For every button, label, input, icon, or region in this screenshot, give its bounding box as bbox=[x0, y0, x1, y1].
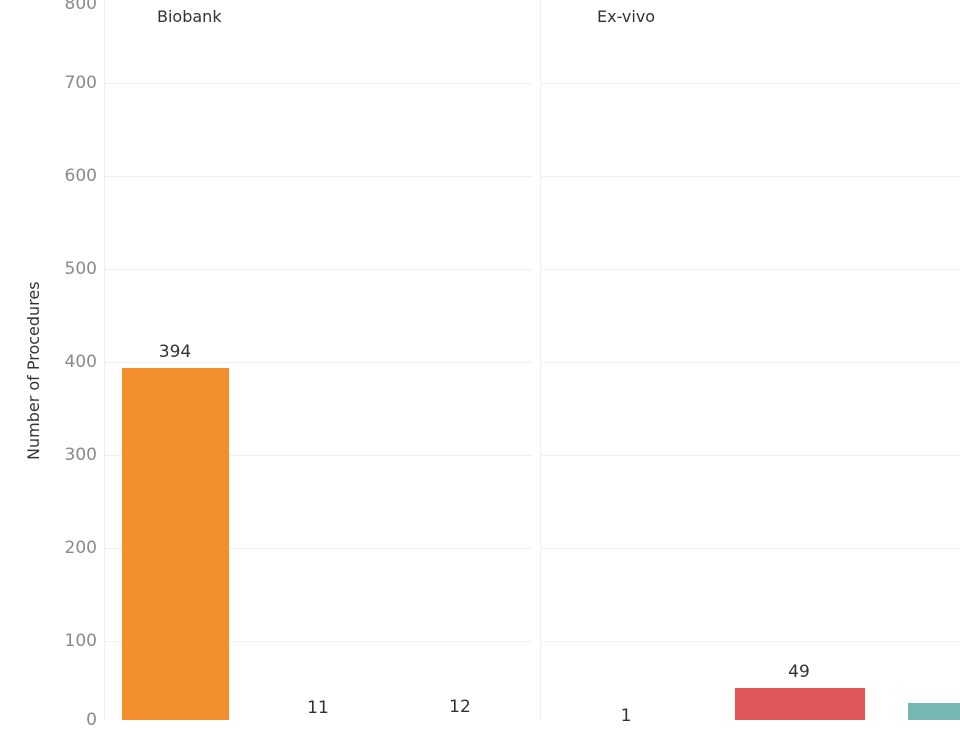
ytick-400: 400 bbox=[64, 352, 97, 372]
bar-label: 11 bbox=[307, 698, 329, 718]
gridline bbox=[105, 548, 532, 549]
ytick-500: 500 bbox=[64, 259, 97, 279]
gridline bbox=[105, 641, 532, 642]
gridline bbox=[541, 455, 960, 456]
ytick-300: 300 bbox=[64, 445, 97, 465]
ytick-0: 0 bbox=[86, 710, 97, 730]
ytick-800: 800 bbox=[64, 0, 97, 14]
gridline bbox=[105, 83, 532, 84]
bar-biobank-1 bbox=[122, 368, 229, 720]
gridline bbox=[541, 548, 960, 549]
gridline bbox=[105, 362, 532, 363]
ytick-700: 700 bbox=[64, 73, 97, 93]
gridline bbox=[105, 176, 532, 177]
panel-divider bbox=[540, 0, 541, 720]
bar-label: 12 bbox=[449, 697, 471, 717]
ytick-100: 100 bbox=[64, 631, 97, 651]
gridline bbox=[541, 176, 960, 177]
bar-label: 394 bbox=[158, 342, 192, 362]
ytick-600: 600 bbox=[64, 166, 97, 186]
y-axis-line bbox=[104, 0, 105, 720]
gridline bbox=[541, 269, 960, 270]
gridline bbox=[105, 455, 532, 456]
panel-title-ex-vivo: Ex-vivo bbox=[597, 7, 656, 26]
panel-title-biobank: Biobank bbox=[157, 7, 222, 26]
ytick-200: 200 bbox=[64, 538, 97, 558]
gridline bbox=[541, 641, 960, 642]
bar-label: 1 bbox=[620, 706, 632, 726]
gridline bbox=[541, 83, 960, 84]
bar-ex-vivo-3 bbox=[908, 703, 960, 720]
gridline bbox=[105, 269, 532, 270]
bar-label: 49 bbox=[788, 662, 810, 682]
gridline bbox=[541, 362, 960, 363]
bar-ex-vivo-2 bbox=[735, 688, 865, 720]
y-axis-label: Number of Procedures bbox=[24, 281, 43, 460]
